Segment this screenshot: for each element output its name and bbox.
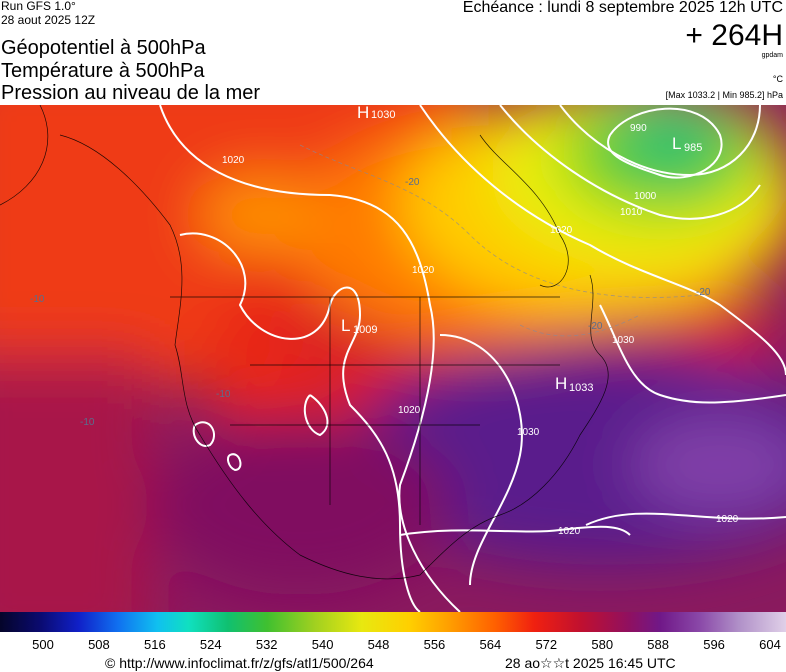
isobar-label: 990 bbox=[630, 123, 647, 134]
color-scale-labels: 500 508 516 524 532 540 548 556 564 572 580 588 596 6… bbox=[0, 632, 786, 652]
color-scale-label: 524 bbox=[199, 637, 222, 652]
color-scale-label: 556 bbox=[423, 637, 446, 652]
pressure-center-value: 1009 bbox=[353, 324, 377, 336]
isobar-label: 1020 bbox=[398, 405, 421, 416]
timestamp: 28 ao☆☆t 2025 16:45 UTC bbox=[505, 655, 676, 671]
color-scale-label: 580 bbox=[591, 637, 614, 652]
pressure-center-type: L bbox=[341, 316, 350, 335]
color-scale-label: 588 bbox=[647, 637, 669, 652]
title: Pression au niveau de la mer bbox=[1, 82, 261, 104]
pressure-center-type: L bbox=[672, 134, 681, 153]
isobar-label: 1030 bbox=[517, 427, 540, 438]
isobar-label: 1010 bbox=[620, 207, 643, 218]
isotherm-label: -20 bbox=[696, 287, 711, 298]
title: Géopotentiel à 500hPa bbox=[1, 37, 206, 59]
unit: gpdam bbox=[761, 52, 783, 59]
color-scale-label: 572 bbox=[535, 637, 558, 652]
isobar-label: 1000 bbox=[634, 191, 657, 202]
isobar-label: 1020 bbox=[550, 225, 573, 236]
lead-time: + 264H bbox=[685, 19, 783, 52]
color-scale-label: 548 bbox=[367, 637, 390, 652]
pressure-center-type: H bbox=[555, 374, 567, 393]
pressure-center-type: H bbox=[357, 105, 369, 122]
color-scale-label: 596 bbox=[703, 637, 725, 652]
isotherm-label: -20 bbox=[405, 177, 420, 188]
color-scale-label: 516 bbox=[143, 637, 166, 652]
isotherm-label: -20 bbox=[588, 321, 603, 332]
run: Run GFS 1.0° bbox=[1, 0, 76, 13]
isobar-label: 1020 bbox=[716, 514, 739, 525]
forecast: Echéance : lundi 8 septembre 2025 12h UT… bbox=[462, 0, 783, 16]
isotherm-label: -10 bbox=[216, 389, 231, 400]
color-scale-label: 564 bbox=[479, 637, 502, 652]
isotherm-label: -10 bbox=[30, 294, 45, 305]
pressure-center-value: 1033 bbox=[569, 382, 593, 394]
pressure-center-value: 1030 bbox=[371, 109, 395, 121]
color-scale-label: 532 bbox=[255, 637, 278, 652]
source-url: © http://www.infoclimat.fr/z/gfs/atl1/50… bbox=[105, 655, 374, 671]
run-date: 28 aout 2025 12Z bbox=[1, 13, 96, 27]
color-scale-label: 508 bbox=[88, 637, 110, 652]
color-scale bbox=[0, 612, 786, 632]
color-scale-label: 500 bbox=[32, 637, 54, 652]
isotherm-label: -10 bbox=[80, 417, 95, 428]
isobar-label: 1020 bbox=[558, 526, 581, 537]
extremes: [Max 1033.2 | Min 985.2] hPa bbox=[665, 90, 783, 100]
isobar-label: 1030 bbox=[612, 335, 635, 346]
pressure-center-value: 985 bbox=[684, 142, 702, 154]
color-scale-label: 604 bbox=[759, 637, 781, 652]
isobar-label: 1020 bbox=[412, 265, 435, 276]
unit: °C bbox=[772, 74, 783, 84]
title: Température à 500hPa bbox=[1, 60, 205, 82]
color-scale-label: 540 bbox=[311, 637, 334, 652]
map: H 1030 L 985 L 1009 H 1033 990 1000 1010… bbox=[0, 105, 786, 612]
isobar-label: 1020 bbox=[222, 155, 245, 166]
